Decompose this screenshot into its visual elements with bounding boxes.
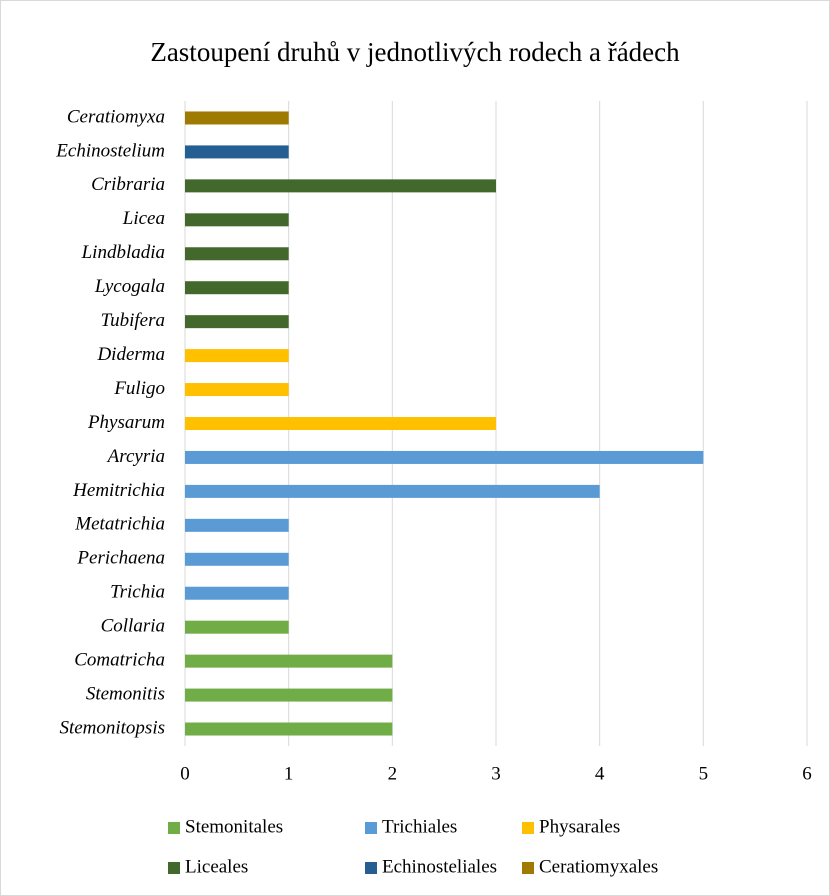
legend-swatch [365, 822, 377, 834]
y-tick-label: Hemitrichia [72, 480, 165, 501]
bar [185, 145, 289, 159]
x-tick-label: 6 [802, 763, 812, 784]
bar [185, 383, 289, 397]
legend-label: Ceratiomyxales [539, 856, 658, 877]
bar [185, 688, 393, 702]
bar [185, 417, 496, 430]
x-tick-label: 3 [491, 763, 501, 784]
y-tick-label: Licea [122, 208, 165, 229]
legend-swatch [168, 822, 180, 834]
bar [185, 654, 393, 668]
legend-label: Trichiales [382, 816, 457, 837]
bar [185, 111, 289, 125]
bar [185, 213, 289, 227]
bar [185, 179, 496, 193]
y-tick-label: Stemonitis [86, 683, 165, 704]
x-tick-label: 4 [595, 763, 605, 784]
bar [185, 247, 289, 261]
y-tick-label: Metatrichia [74, 514, 165, 535]
y-tick-label: Stemonitopsis [59, 717, 165, 738]
bar [185, 315, 289, 329]
chart-title: Zastoupení druhů v jednotlivých rodech a… [150, 37, 680, 67]
x-tick-label: 2 [388, 763, 398, 784]
y-tick-label: Ceratiomyxa [67, 106, 165, 127]
y-tick-label: Collaria [101, 616, 165, 637]
legend-label: Physarales [539, 816, 620, 837]
bar [185, 450, 704, 464]
y-tick-label: Lycogala [94, 276, 165, 297]
bar [185, 586, 289, 600]
legend-swatch [522, 862, 534, 874]
bar [185, 620, 289, 634]
legend-swatch [365, 862, 377, 874]
y-tick-label: Echinostelium [55, 140, 165, 161]
y-tick-label: Physarum [87, 412, 165, 433]
legend-label: Stemonitales [185, 816, 283, 837]
x-tick-label: 0 [180, 763, 190, 784]
y-tick-label: Trichia [110, 582, 165, 603]
bar [185, 281, 289, 295]
bar [185, 552, 289, 566]
x-tick-label: 5 [699, 763, 709, 784]
bar [185, 722, 393, 736]
legend-label: Echinosteliales [382, 856, 497, 877]
y-tick-label: Cribraria [91, 174, 165, 195]
y-tick-label: Comatricha [74, 649, 165, 670]
legend-swatch [168, 862, 180, 874]
y-tick-label: Arcyria [106, 446, 165, 467]
legend-label: Liceales [185, 856, 248, 877]
y-tick-label: Fuligo [113, 378, 165, 399]
bar [185, 349, 289, 363]
y-tick-label: Tubifera [101, 310, 165, 331]
x-tick-label: 1 [284, 763, 294, 784]
y-tick-label: Lindbladia [81, 242, 165, 263]
y-tick-label: Diderma [96, 344, 165, 365]
y-tick-label: Perichaena [76, 548, 165, 569]
bar [185, 484, 600, 498]
legend-swatch [522, 822, 534, 834]
bar [185, 518, 289, 532]
